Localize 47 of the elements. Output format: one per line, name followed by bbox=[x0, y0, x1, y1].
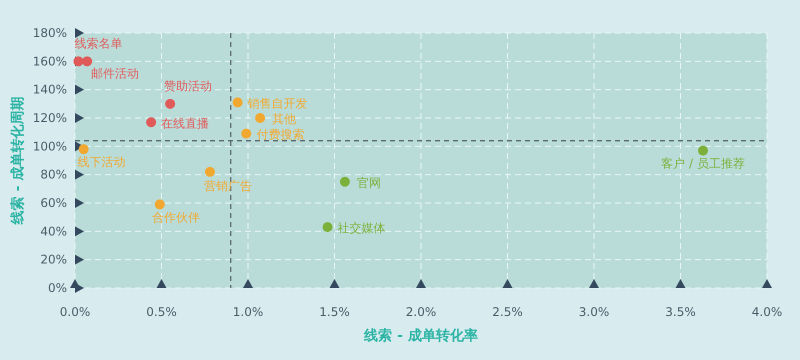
annotation: 官网 bbox=[356, 176, 381, 190]
y-tick-label: 120% bbox=[32, 111, 67, 125]
point bbox=[322, 222, 333, 232]
point bbox=[232, 97, 243, 108]
annotation: 营销广告 bbox=[204, 178, 252, 193]
annotation: 其他 bbox=[272, 112, 296, 126]
annotation: 赞助活动 bbox=[164, 78, 212, 93]
y-tick-label: 160% bbox=[32, 54, 67, 68]
point bbox=[154, 199, 165, 210]
y-axis-title: 线索 - 成单转化周期 bbox=[10, 96, 26, 226]
point bbox=[241, 128, 252, 139]
point bbox=[165, 98, 176, 109]
y-tick-label: 100% bbox=[32, 139, 67, 154]
y-tick-label: 80% bbox=[40, 168, 67, 182]
x-tick-label: 4.0% bbox=[752, 305, 782, 319]
y-tick-label: 60% bbox=[40, 196, 67, 210]
point bbox=[146, 117, 156, 128]
y-tick-label: 0% bbox=[48, 281, 67, 295]
x-tick-label: 0.0% bbox=[60, 305, 90, 319]
x-tick-label: 0.5% bbox=[146, 305, 177, 319]
y-tick-label: 180% bbox=[32, 26, 67, 40]
x-tick-label: 3.5% bbox=[665, 305, 696, 319]
point bbox=[698, 146, 708, 156]
y-tick-label: 140% bbox=[32, 82, 67, 97]
x-tick-label: 2.5% bbox=[492, 305, 523, 319]
x-tick-label: 1.0% bbox=[232, 305, 264, 319]
annotation: 线下活动 bbox=[78, 155, 126, 170]
annotation: 客户 / 员工推荐 bbox=[661, 156, 745, 171]
annotation: 邮件活动 bbox=[91, 66, 140, 80]
point bbox=[73, 56, 84, 66]
annotation: 在线直播 bbox=[161, 116, 210, 130]
annotation: 合作伙伴 bbox=[152, 210, 200, 224]
point bbox=[204, 166, 215, 177]
annotation: 销售自开发 bbox=[246, 96, 308, 110]
annotation: 线索名单 bbox=[74, 36, 122, 50]
point bbox=[78, 144, 89, 154]
point bbox=[340, 176, 350, 187]
annotation: 付费搜索 bbox=[255, 128, 304, 142]
annotation: 社交媒体 bbox=[338, 221, 386, 236]
point bbox=[255, 113, 266, 123]
y-tick-label: 40% bbox=[40, 224, 67, 238]
x-tick-label: 3.0% bbox=[578, 305, 610, 319]
point bbox=[82, 56, 92, 66]
y-tick-label: 20% bbox=[40, 252, 67, 267]
x-tick-label: 2.0% bbox=[406, 305, 436, 319]
x-tick-label: 1.5% bbox=[319, 305, 350, 319]
x-axis-title: 线索 - 成单转化率 bbox=[363, 327, 478, 344]
